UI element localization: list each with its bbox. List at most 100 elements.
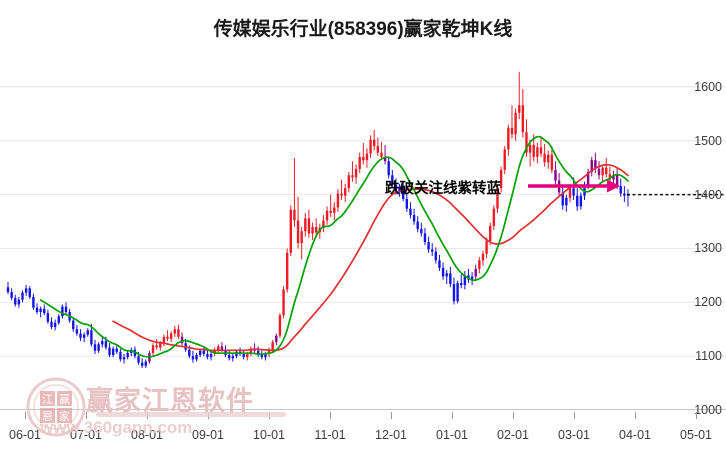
- gann-seal-logo-icon: 江 赢 恩 家: [26, 377, 86, 437]
- candle-body: [206, 354, 209, 358]
- candle-body: [101, 341, 104, 345]
- candle-body: [550, 154, 554, 170]
- candle-body: [195, 355, 198, 360]
- candle-body: [499, 169, 503, 189]
- candle-body: [608, 174, 612, 180]
- candle-body: [561, 192, 564, 206]
- x-axis-tick-label: 04-01: [619, 428, 651, 442]
- candle-body: [528, 145, 532, 153]
- candle-body: [372, 139, 376, 147]
- candle-body: [86, 330, 89, 335]
- x-axis-tick-mark: [574, 412, 575, 419]
- candle-body: [470, 276, 474, 280]
- seal-char-3: 恩: [42, 410, 53, 423]
- candle-body: [543, 153, 546, 163]
- candle-body: [115, 348, 118, 352]
- ma-long-path: [112, 163, 629, 352]
- candle-body: [590, 160, 593, 172]
- candle-body: [583, 184, 586, 196]
- candle-body: [333, 207, 336, 213]
- x-axis-tick-mark: [696, 412, 697, 419]
- candle-body: [220, 346, 224, 350]
- annotation-arrowhead: [607, 179, 620, 193]
- x-axis-tick-label: 09-01: [192, 428, 224, 442]
- candle-body: [32, 296, 35, 308]
- x-axis-tick-label: 03-01: [558, 428, 590, 442]
- candle-body: [402, 187, 405, 199]
- candle-body: [474, 268, 477, 277]
- watermark-url: www.360gann.com: [40, 418, 193, 437]
- candle-body: [126, 352, 129, 358]
- x-axis-tick-mark: [330, 412, 331, 419]
- x-axis-tick-label: 05-01: [680, 428, 712, 442]
- x-axis-tick-label: 07-01: [70, 428, 102, 442]
- candle-body: [289, 209, 293, 253]
- seal-char-4: 家: [59, 409, 70, 423]
- candle-body: [539, 147, 543, 154]
- candle-body: [612, 175, 615, 180]
- candle-body: [525, 132, 528, 153]
- candle-body: [14, 298, 17, 305]
- candle-body: [17, 299, 21, 305]
- x-axis-tick-mark: [452, 412, 453, 419]
- candle-body: [79, 333, 82, 338]
- candle-body: [423, 233, 427, 242]
- candlestick-svg: [0, 71, 726, 410]
- x-axis-tick-label: 06-01: [9, 428, 41, 442]
- candle-body: [431, 249, 434, 252]
- candle-body: [594, 160, 597, 169]
- candle-body: [362, 156, 365, 161]
- candle-body: [108, 347, 111, 356]
- candle-body: [586, 172, 590, 185]
- page-title: 传媒娱乐行业(858396)赢家乾坤K线: [213, 19, 513, 40]
- candle-body: [162, 336, 166, 344]
- candle-body: [409, 208, 412, 216]
- candle-body: [536, 147, 539, 157]
- candle-body: [492, 208, 496, 226]
- candle-body: [510, 127, 514, 135]
- candle-body: [358, 156, 361, 169]
- candle-body: [434, 251, 438, 261]
- grid-lines: [0, 86, 726, 410]
- candle-body: [227, 355, 231, 359]
- candle-body: [380, 152, 383, 157]
- candle-body: [53, 322, 57, 328]
- candle-body: [460, 282, 463, 286]
- x-axis-tick-mark: [635, 412, 636, 419]
- candle-body: [485, 240, 488, 254]
- candle-body: [151, 345, 155, 353]
- candle-body: [264, 354, 267, 358]
- y-axis-tick-label: 1600: [694, 79, 722, 94]
- annotation-arrow: [528, 179, 620, 193]
- candle-body: [122, 357, 126, 360]
- candle-body: [503, 149, 506, 170]
- annotation-label: 跌破关注线紫转蓝: [385, 181, 501, 197]
- candle-body: [57, 316, 60, 323]
- ma-short-line: [39, 135, 629, 358]
- x-axis-tick-label: 01-01: [436, 428, 468, 442]
- candle-body: [354, 168, 358, 178]
- x-axis-tick-mark: [513, 412, 514, 419]
- candle-body: [246, 354, 249, 358]
- candle-body: [445, 273, 448, 277]
- candle-body: [21, 292, 24, 300]
- candle-body: [322, 220, 325, 228]
- candle-body: [336, 193, 340, 208]
- candle-body: [405, 198, 409, 209]
- watermark-brand: 赢家江恩软件: [86, 386, 254, 416]
- x-axis-tick-label: 02-01: [497, 428, 529, 442]
- candle-body: [416, 221, 419, 230]
- candle-body: [104, 341, 108, 348]
- candle-body: [90, 330, 93, 345]
- candle-body: [311, 226, 314, 234]
- y-axis-tick-label: 1000: [694, 403, 722, 417]
- y-axis-tick-label: 1300: [694, 241, 722, 256]
- candle-body: [456, 282, 459, 302]
- chart-plot-area: [0, 60, 726, 410]
- candle-body: [278, 315, 282, 336]
- candle-body: [173, 329, 176, 334]
- candle-body: [576, 195, 579, 207]
- candle-body: [166, 336, 169, 339]
- candle-body: [420, 229, 423, 234]
- candle-body: [97, 344, 100, 351]
